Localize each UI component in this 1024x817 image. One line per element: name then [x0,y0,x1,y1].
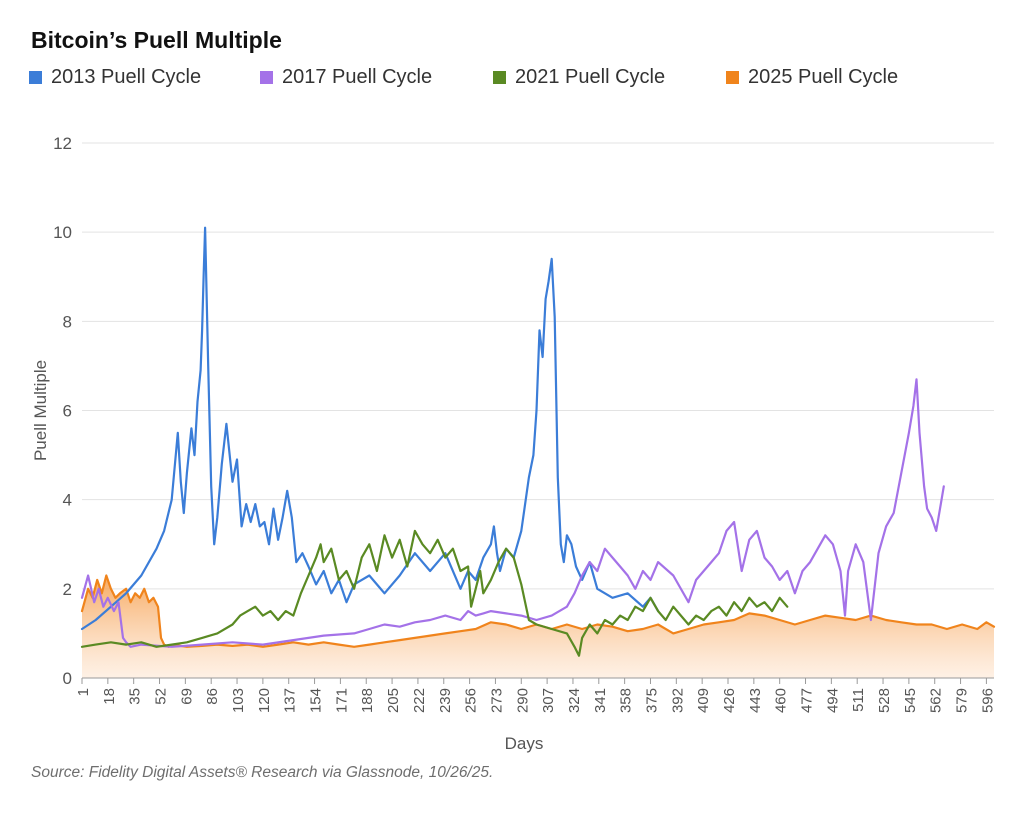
y-tick-label: 4 [63,491,72,510]
source-note: Source: Fidelity Digital Assets® Researc… [31,764,494,781]
legend-swatch [29,71,42,84]
x-tick-label: 256 [463,688,480,713]
legend-item: 2021 Puell Cycle [493,66,665,89]
legend-item: 2017 Puell Cycle [260,66,432,89]
x-axis-label: Days [505,734,544,753]
legend-item: 2013 Puell Cycle [29,66,201,89]
x-tick-label: 52 [153,688,170,705]
x-tick-label: 545 [902,688,919,713]
legend: 2013 Puell Cycle 2017 Puell Cycle 2021 Pue… [29,66,989,90]
x-tick-label: 222 [411,688,428,713]
legend-label: 2017 Puell Cycle [282,66,433,88]
y-tick-label: 0 [63,669,72,688]
y-axis-label: Puell Multiple [31,360,50,461]
x-tick-label: 120 [256,688,273,713]
2017-puell-cycle-line [80,378,945,648]
x-tick-label: 392 [669,688,686,713]
x-tick-label: 86 [204,688,221,705]
y-tick-label: 2 [63,580,72,599]
x-tick-label: 358 [618,688,635,713]
x-tick-label: 511 [850,688,867,712]
x-tick-label: 409 [695,688,712,713]
x-tick-label: 154 [308,688,325,713]
x-tick-label: 579 [954,688,971,713]
x-tick-label: 137 [282,688,299,713]
x-tick-label: 18 [101,688,118,705]
x-tick-label: 205 [385,688,402,713]
x-tick-label: 171 [333,688,350,713]
x-tick-label: 341 [592,688,609,713]
x-tick-label: 426 [721,688,738,713]
2025-puell-cycle-line [80,574,996,648]
x-tick-label: 562 [928,688,945,713]
x-tick-label: 596 [979,688,996,713]
x-tick-label: 35 [127,688,144,705]
x-tick-label: 477 [799,688,816,713]
x-tick-label: 290 [514,688,531,713]
legend-swatch [260,71,273,84]
legend-label: 2021 Puell Cycle [515,66,666,88]
legend-label: 2025 Puell Cycle [748,66,899,88]
2021-puell-cycle-line [80,529,789,657]
x-tick-label: 375 [643,688,660,713]
x-tick-label: 443 [747,688,764,713]
legend-item: 2025 Puell Cycle [726,66,898,89]
x-tick-label: 69 [178,688,195,705]
y-tick-label: 6 [63,402,72,421]
x-tick-label: 239 [437,688,454,713]
2025-puell-cycle-area [82,575,994,678]
2013-puell-cycle-line [80,226,660,631]
x-tick-label: 273 [488,688,505,713]
x-tick-label: 307 [540,688,557,713]
line-chart: 0 2 4 6 8 10 12 1 18 35 52 69 86 103 120 137 154 171 188 20… [31,134,996,753]
x-tick-label: 494 [824,688,841,713]
y-tick-label: 10 [53,223,72,242]
x-tick-label: 460 [773,688,790,713]
x-tick-label: 103 [230,688,247,713]
y-tick-label: 12 [53,134,72,153]
x-tick-label: 324 [566,688,583,713]
x-tick-label: 528 [876,688,893,713]
x-tick-label: 188 [359,688,376,713]
chart-title: Bitcoin’s Puell Multiple [31,27,282,53]
y-tick-label: 8 [63,312,72,331]
legend-label: 2013 Puell Cycle [51,66,202,88]
x-tick-label: 1 [75,688,92,696]
legend-swatch [493,71,506,84]
legend-swatch [726,71,739,84]
